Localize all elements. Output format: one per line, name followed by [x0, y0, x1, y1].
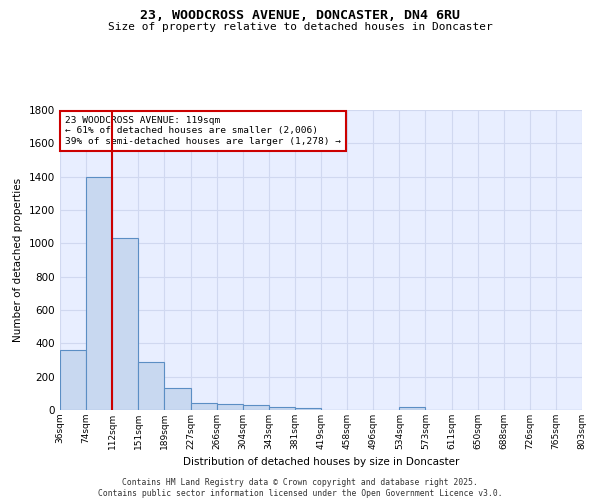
Bar — [191, 404, 217, 410]
Bar — [217, 404, 243, 410]
Bar — [295, 408, 321, 410]
Bar — [112, 238, 139, 410]
Bar — [400, 406, 425, 410]
Text: 23, WOODCROSS AVENUE, DONCASTER, DN4 6RU: 23, WOODCROSS AVENUE, DONCASTER, DN4 6RU — [140, 9, 460, 22]
Text: Size of property relative to detached houses in Doncaster: Size of property relative to detached ho… — [107, 22, 493, 32]
Bar — [164, 388, 191, 410]
Bar — [269, 406, 295, 410]
Bar — [86, 176, 112, 410]
Text: Contains HM Land Registry data © Crown copyright and database right 2025.
Contai: Contains HM Land Registry data © Crown c… — [98, 478, 502, 498]
Y-axis label: Number of detached properties: Number of detached properties — [13, 178, 23, 342]
Bar — [60, 350, 86, 410]
X-axis label: Distribution of detached houses by size in Doncaster: Distribution of detached houses by size … — [183, 458, 459, 468]
Text: 23 WOODCROSS AVENUE: 119sqm
← 61% of detached houses are smaller (2,006)
39% of : 23 WOODCROSS AVENUE: 119sqm ← 61% of det… — [65, 116, 341, 146]
Bar — [242, 405, 269, 410]
Bar — [139, 362, 164, 410]
